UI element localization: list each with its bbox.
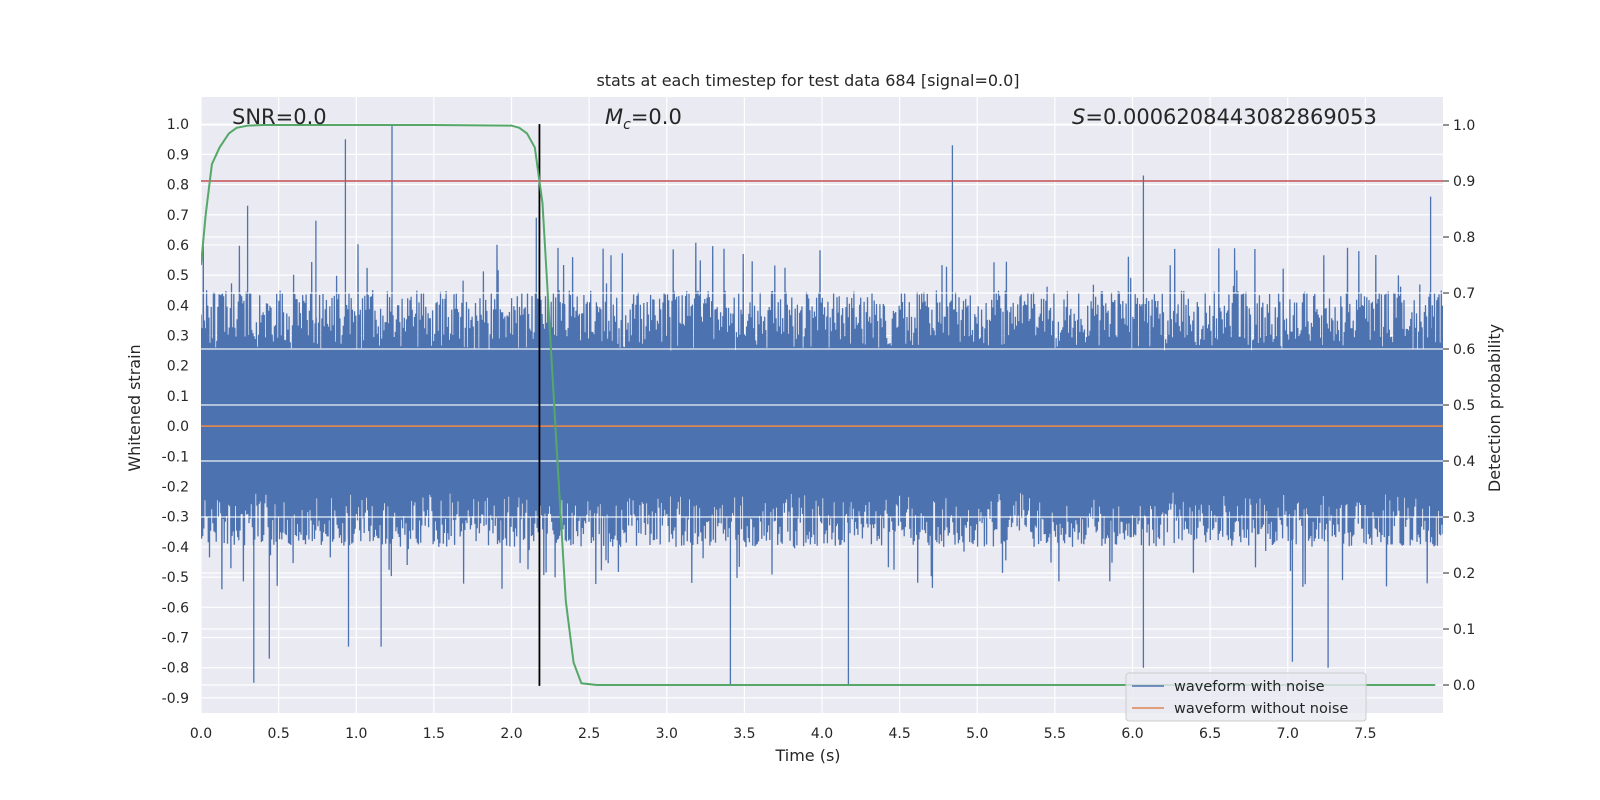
- x-tick-label: 1.0: [345, 726, 367, 742]
- y-tick-label: -0.3: [162, 510, 189, 526]
- chirp-mass-annotation: Mc=0.0: [605, 105, 682, 133]
- s-annotation: S=0.0006208443082869053: [1072, 105, 1377, 129]
- y-tick-label: -0.4: [162, 540, 189, 556]
- y-tick-label: -0.7: [162, 631, 189, 647]
- x-tick-label: 1.5: [423, 726, 445, 742]
- x-tick-label: 2.5: [578, 726, 600, 742]
- y-tick-label: -0.2: [162, 480, 189, 496]
- y-tick-label: 0.6: [167, 238, 189, 254]
- y-tick-label: -0.8: [162, 661, 189, 677]
- y-right-tick-label: 0.1: [1453, 622, 1475, 638]
- x-tick-label: 7.0: [1277, 726, 1299, 742]
- y-right-tick-label: 0.3: [1453, 510, 1475, 526]
- chart-title: stats at each timestep for test data 684…: [596, 71, 1019, 90]
- axes: 0.0 0.5 1.0 1.5 2.0 2.5 3.0 3.5 4.0 4.5 5.0 5.5 6.0 6…: [162, 117, 1476, 742]
- y-right-tick-label: 0.7: [1453, 286, 1475, 302]
- x-tick-label: 4.5: [888, 726, 910, 742]
- y-tick-label: 1.0: [167, 117, 189, 133]
- legend-label-noise: waveform with noise: [1174, 679, 1325, 695]
- y-axis-label: Whitened strain: [125, 344, 144, 471]
- x-tick-label: 5.5: [1044, 726, 1066, 742]
- y-tick-label: 0.5: [167, 268, 189, 284]
- y-tick-label: 0.4: [167, 298, 189, 314]
- y-right-tick-label: 0.0: [1453, 678, 1475, 694]
- s-symbol: S: [1072, 105, 1085, 129]
- y-tick-label: 0.1: [167, 389, 189, 405]
- y-right-tick-label: 0.4: [1453, 454, 1475, 470]
- s-value: =0.0006208443082869053: [1085, 105, 1377, 129]
- x-tick-label: 6.5: [1199, 726, 1221, 742]
- y-tick-label: 0.3: [167, 329, 189, 345]
- x-axis-label: Time (s): [774, 746, 840, 765]
- x-tick-label: 4.0: [811, 726, 833, 742]
- plot-area: [201, 124, 1443, 686]
- y-tick-label: 0.2: [167, 359, 189, 375]
- y-tick-label: 0.7: [167, 208, 189, 224]
- y-right-tick-label: 1.0: [1453, 118, 1475, 134]
- x-tick-label: 5.0: [966, 726, 988, 742]
- y-right-tick-label: 0.6: [1453, 342, 1475, 358]
- x-tick-label: 3.0: [656, 726, 678, 742]
- chirp-mass-symbol: M: [605, 105, 623, 129]
- y-tick-label: -0.6: [162, 600, 189, 616]
- x-tick-label: 3.5: [733, 726, 755, 742]
- y-right-tick-label: 0.9: [1453, 174, 1475, 190]
- legend-box: [1125, 672, 1367, 722]
- x-tick-label: 6.0: [1121, 726, 1143, 742]
- legend-label-clean: waveform without noise: [1174, 701, 1348, 717]
- y-right-tick-label: 0.5: [1453, 398, 1475, 414]
- x-tick-label: 2.0: [500, 726, 522, 742]
- y-tick-label: 0.9: [167, 147, 189, 163]
- y-right-tick-label: 0.8: [1453, 230, 1475, 246]
- x-tick-label: 7.5: [1354, 726, 1376, 742]
- chirp-mass-subscript: c: [623, 117, 631, 133]
- y-tick-label: 0.8: [167, 178, 189, 194]
- snr-annotation: SNR=0.0: [232, 105, 327, 129]
- y-right-tick-label: 0.2: [1453, 566, 1475, 582]
- y-tick-label: -0.1: [162, 449, 189, 465]
- y-axis-right-label: Detection probability: [1485, 324, 1504, 492]
- x-tick-label: 0.0: [190, 726, 212, 742]
- x-tick-label: 0.5: [267, 726, 289, 742]
- y-tick-label: -0.9: [162, 691, 189, 707]
- legend: waveform with noise waveform without noi…: [1125, 672, 1367, 722]
- y-tick-label: -0.5: [162, 570, 189, 586]
- chirp-mass-value: =0.0: [631, 105, 682, 129]
- series-detection-probability: [201, 124, 1436, 686]
- y-tick-label: 0.0: [167, 419, 189, 435]
- waveform-dense-band: [201, 351, 1443, 493]
